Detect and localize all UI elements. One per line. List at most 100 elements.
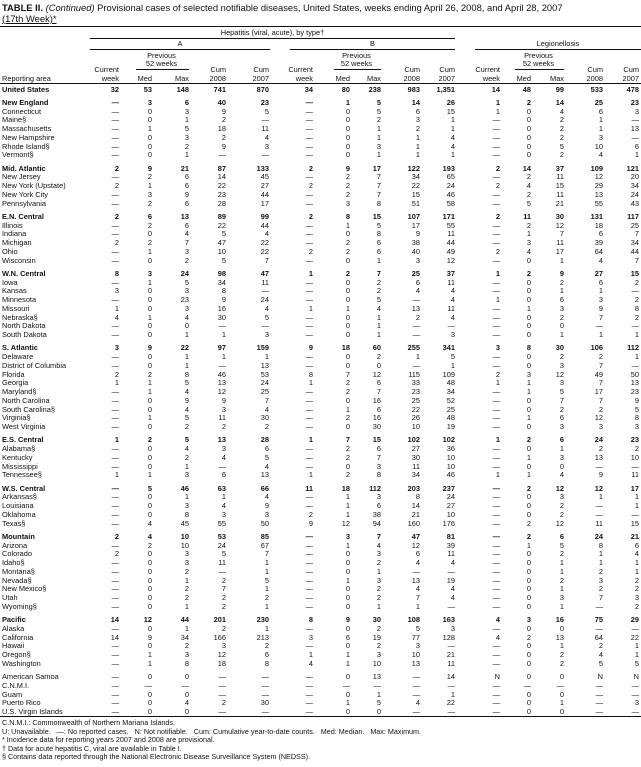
table-cell: 1 — [376, 566, 381, 576]
table-cell: 8 — [345, 211, 350, 221]
table-cell: 1 — [147, 413, 152, 423]
table-cell: 1 — [345, 698, 350, 708]
table-cell: 0 — [345, 422, 350, 431]
table-cell: 1 — [526, 378, 531, 388]
table-cell: 1 — [634, 566, 639, 576]
table-cell: 81 — [446, 531, 455, 541]
table-cell: 1 — [495, 97, 500, 107]
table-cell: 1 — [264, 566, 269, 576]
table-cell: 27 — [594, 268, 603, 278]
table-cell: 3 — [450, 330, 455, 339]
table-cell: 10 — [630, 452, 639, 462]
table-cell: 3 — [221, 404, 226, 414]
table-cell: 4 — [376, 540, 381, 550]
table-cell: 3 — [634, 422, 639, 431]
table-cell: 0 — [147, 286, 152, 296]
table-cell: 0 — [559, 461, 564, 471]
table-cell: — — [492, 312, 500, 322]
table-cell: 11 — [261, 124, 269, 133]
table-cell: 85 — [260, 531, 269, 541]
table-cell: 2 — [559, 575, 564, 585]
table-cell: 176 — [442, 518, 455, 528]
table-cell: 2 — [376, 286, 381, 296]
table-cell: 22 — [630, 632, 639, 642]
table-cell: 25 — [446, 404, 455, 414]
table-cell: 4 — [526, 246, 531, 256]
table-cell: 27 — [411, 444, 420, 453]
table-cell: — — [595, 707, 603, 716]
table-cell: 22 — [217, 220, 226, 230]
table-cell: 201 — [213, 615, 226, 624]
table-cell: 1,351 — [436, 84, 456, 94]
table-cell: 14 — [411, 97, 420, 107]
table-cell: — — [218, 707, 226, 716]
table-cell: 47 — [411, 531, 420, 541]
table-cell: 6 — [345, 632, 350, 642]
table-cell: 0 — [526, 360, 531, 370]
table-cell: — — [111, 698, 119, 708]
table-cell: 478 — [626, 84, 639, 94]
table-cell: 0 — [526, 558, 531, 567]
table-cell: — — [595, 689, 603, 699]
table-cell: 6 — [376, 444, 381, 453]
table-row: Ohio —1 3 10 22 2 2 6 40 49 2 4 17 64 44 — [0, 247, 641, 256]
table-cell: — — [492, 540, 500, 550]
table-cell: 0 — [345, 623, 350, 633]
table-cell: — — [111, 650, 119, 659]
table-cell: 1 — [598, 492, 603, 502]
table-cell: 0 — [147, 444, 152, 453]
table-cell: 1 — [147, 124, 152, 133]
reporting-area: C.N.M.I. — [2, 680, 30, 690]
table-cell: 117 — [627, 211, 639, 221]
table-cell: — — [447, 321, 455, 331]
table-row: Wisconsin — 0 2 5 7 — 0 1 3 12 — 0 1 4 7 — [0, 256, 641, 265]
52-weeks-rule — [334, 68, 381, 70]
table-cell: 13 — [594, 189, 603, 199]
table-cell: — — [305, 220, 313, 230]
table-cell: 15 — [555, 181, 564, 190]
table-cell: 50 — [260, 518, 269, 528]
table-cell: 64 — [594, 632, 603, 642]
table-cell: N — [633, 672, 639, 681]
table-cell: 24 — [446, 181, 455, 190]
table-cell: 12 — [143, 615, 152, 624]
table-cell: 6 — [184, 198, 189, 208]
table-cell: 7 — [559, 395, 564, 405]
table-cell: 34 — [411, 172, 420, 182]
table-cell: — — [111, 593, 119, 602]
table-cell: 1 — [184, 360, 189, 370]
table-cell: 6 — [184, 181, 189, 190]
table-cell: 9 — [415, 229, 420, 239]
table-cell: 0 — [526, 584, 531, 594]
table-row: Guam — 0 0 — — — 0 1 — 1 — 0 0 — — — [0, 690, 641, 699]
table-cell: 9 — [221, 395, 226, 405]
table-cell: 2 — [221, 698, 226, 708]
table-cell: 159 — [256, 343, 269, 353]
table-cell: 1 — [495, 268, 500, 278]
table-cell: 2 — [559, 650, 564, 659]
table-cell: 0 — [526, 549, 531, 559]
table-cell: 13 — [180, 211, 189, 221]
header-rule — [0, 82, 641, 84]
table-cell: — — [111, 352, 119, 361]
table-cell: — — [595, 461, 603, 471]
table-cell: 55 — [446, 220, 455, 230]
table-cell: 12 — [555, 483, 564, 493]
table-cell: — — [261, 672, 269, 681]
table-cell: 8 — [184, 658, 189, 668]
table-cell: 9 — [221, 141, 226, 151]
table-cell: 4 — [559, 470, 564, 480]
table-cell: 5 — [221, 549, 226, 559]
table-cell: 1 — [559, 566, 564, 576]
table-cell: — — [492, 132, 500, 142]
table-cell: 5 — [264, 312, 269, 322]
table-cell: 0 — [526, 509, 531, 519]
reporting-area: Maine§ — [2, 115, 27, 125]
reporting-area: Wyoming§ — [2, 601, 37, 611]
table-cell: 0 — [526, 395, 531, 405]
table-cell: 2 — [221, 422, 226, 431]
reporting-area: Maryland§ — [2, 387, 37, 396]
table-row: Minnesota — 0 23 9 24 — 0 5 — 4 1 0 6 3 2 — [0, 295, 641, 304]
table-cell: 0 — [345, 707, 350, 716]
table-cell: 6 — [634, 141, 639, 151]
